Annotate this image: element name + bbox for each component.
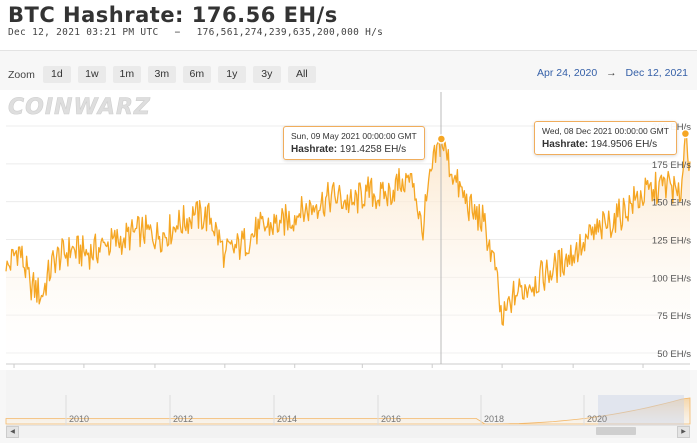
tooltip-dec: Wed, 08 Dec 2021 00:00:00 GMT Hashrate: … [534,121,677,155]
zoom-1d-button[interactable]: 1d [42,66,71,83]
series-area [6,133,690,364]
scroll-thumb[interactable] [596,427,636,435]
y-tick-label: 100 EH/s [652,273,691,284]
data-point-marker [680,128,691,139]
tooltip-may-value: 191.4258 EH/s [339,144,407,155]
timestamp: Dec 12, 2021 03:21 PM UTC [8,27,159,38]
watermark: COINWARZ [8,95,151,120]
scroll-right-button[interactable]: ▶ [677,426,690,438]
date-range-arrow: → [606,67,617,79]
navigator-series [5,397,691,425]
subtitle: Dec 12, 2021 03:21 PM UTC − 176,561,274,… [8,27,383,38]
tooltip-markers [436,128,691,144]
separator: − [174,27,181,38]
zoom-1y-button[interactable]: 1y [217,66,246,83]
y-tick-label: 150 EH/s [652,198,691,209]
date-range-from[interactable]: Apr 24, 2020 [537,67,598,79]
navigator-scrollbar[interactable] [6,425,690,438]
navigator-year-label: 2012 [173,414,193,424]
zoom-6m-button[interactable]: 6m [182,66,211,83]
series-line [5,132,691,326]
zoom-all-button[interactable]: All [287,66,316,83]
navigator: 2010 2012 2014 2016 2018 2020 [5,370,691,425]
tooltip-may: Sun, 09 May 2021 00:00:00 GMT Hashrate: … [283,126,425,160]
navigator-years: 2010 2012 2014 2016 2018 2020 [65,395,607,425]
tooltip-dec-value: 194.9506 EH/s [590,139,658,150]
zoom-label: Zoom [8,68,35,81]
navigator-year-label: 2016 [381,414,401,424]
page-title: BTC Hashrate: 176.56 EH/s [8,3,338,27]
scroll-left-button[interactable]: ◀ [6,426,19,438]
data-point-marker [436,134,447,144]
navigator-year-label: 2018 [484,414,504,424]
tooltip-may-label: Hashrate: [291,144,338,155]
header: BTC Hashrate: 176.56 EH/s Dec 12, 2021 0… [0,0,697,50]
y-tick-label: 75 EH/s [657,311,691,322]
date-range-to[interactable]: Dec 12, 2021 [625,67,688,79]
y-tick-label: 125 EH/s [652,236,691,247]
date-range: Apr 24, 2020 → Dec 12, 2021 [537,67,688,79]
zoom-1m-button[interactable]: 1m [112,66,141,83]
navigator-year-label: 2010 [69,414,89,424]
zoom-3y-button[interactable]: 3y [252,66,281,83]
navigator-year-label: 2020 [587,414,607,424]
tooltip-may-date: Sun, 09 May 2021 00:00:00 GMT [291,131,417,141]
y-tick-label: 175 EH/s [652,160,691,171]
tooltip-dec-label: Hashrate: [542,139,589,150]
zoom-3m-button[interactable]: 3m [147,66,176,83]
navigator-year-label: 2014 [277,414,297,424]
y-tick-label: 50 EH/s [657,349,691,360]
exact-hashrate: 176,561,274,239,635,200,000 H/s [196,27,384,38]
navigator-window[interactable] [598,395,684,425]
zoom-1w-button[interactable]: 1w [77,66,106,83]
tooltip-dec-date: Wed, 08 Dec 2021 00:00:00 GMT [542,126,669,136]
zoom-toolbar: Zoom 1d 1w 1m 3m 6m 1y 3y All [8,66,323,83]
